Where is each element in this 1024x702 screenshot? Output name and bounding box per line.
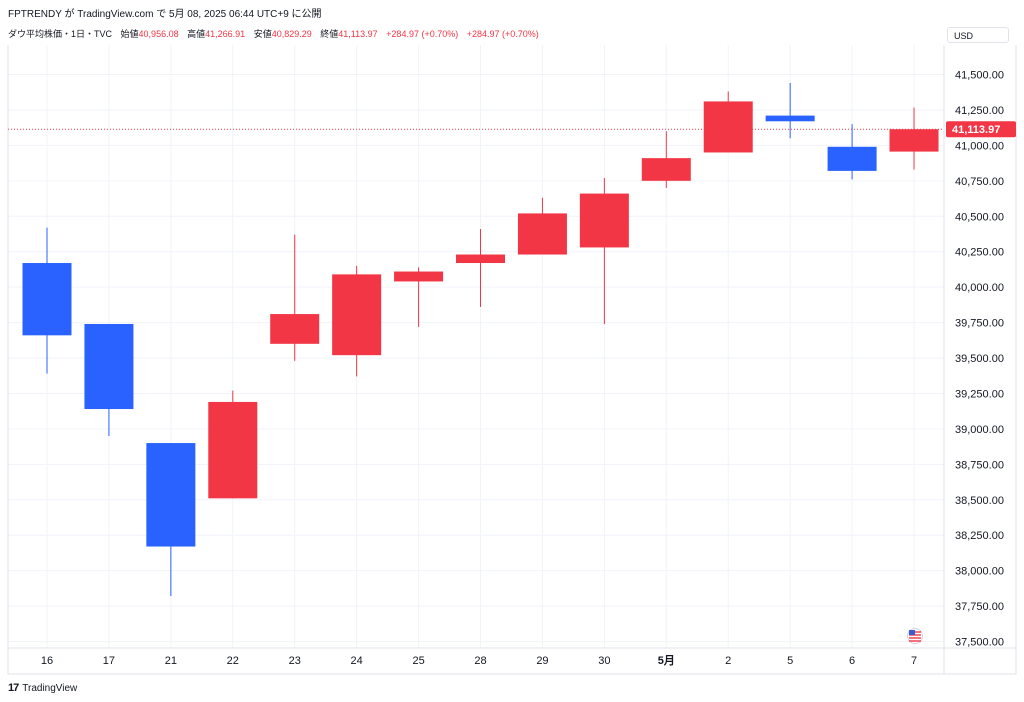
y-tick-label: 38,750.00: [955, 459, 1004, 471]
candle-body: [456, 254, 506, 264]
x-tick-label: 21: [165, 655, 177, 667]
y-tick-label: 37,750.00: [955, 601, 1004, 613]
footer-brand-text: TradingView: [22, 682, 78, 694]
y-tick-label: 40,250.00: [955, 247, 1004, 259]
x-tick-label: 5: [787, 655, 793, 667]
open-label: 始値: [120, 29, 139, 39]
x-tick-label: 24: [351, 655, 363, 667]
tradingview-logo-icon: 17: [8, 682, 19, 694]
x-tick-label: 2: [725, 655, 731, 667]
candle-body: [22, 263, 72, 336]
y-tick-label: 39,750.00: [955, 318, 1004, 330]
candle-body: [270, 314, 320, 344]
change-value-2: +284.97 (+0.70%): [466, 29, 539, 39]
x-tick-label: 28: [474, 655, 486, 667]
x-tick-label: 25: [412, 655, 424, 667]
candle-body: [146, 443, 196, 547]
x-tick-label: 7: [911, 655, 917, 667]
y-tick-label: 38,500.00: [955, 495, 1004, 507]
candle-body: [208, 401, 258, 499]
y-tick-label: 40,500.00: [955, 211, 1004, 223]
x-tick-label: 17: [103, 655, 115, 667]
us-flag-canton: [909, 630, 915, 635]
y-tick-label: 40,750.00: [955, 176, 1004, 188]
ohlc-legend: ダウ平均株価・1日・TVC 始値40,956.08 高値41,266.91 安値…: [8, 27, 539, 40]
candle-body: [84, 323, 134, 410]
y-tick-label: 39,500.00: [955, 353, 1004, 365]
candle-body: [332, 274, 382, 356]
y-tick-label: 41,000.00: [955, 140, 1004, 152]
y-tick-label: 39,000.00: [955, 424, 1004, 436]
candle-body: [641, 158, 691, 181]
close-value: 41,113.97: [338, 29, 378, 39]
x-tick-label: 16: [41, 655, 53, 667]
candle-body: [765, 115, 815, 122]
publish-caption: FPTRENDY が TradingView.com で 5月 08, 2025…: [8, 9, 322, 20]
candle-body: [889, 129, 939, 152]
x-tick-label: 22: [227, 655, 239, 667]
candle-body: [517, 213, 567, 255]
y-tick-label: 39,250.00: [955, 388, 1004, 400]
symbol-label: ダウ平均株価・1日・TVC: [8, 29, 113, 39]
last-price-label: 41,113.97: [952, 124, 1000, 136]
x-tick-label: 5月: [658, 654, 675, 667]
candle-body: [827, 146, 877, 171]
x-tick-label: 23: [289, 655, 301, 667]
footer-branding: 17 TradingView: [8, 682, 77, 694]
candle-body: [579, 193, 629, 248]
close-label: 終値: [320, 29, 339, 39]
x-tick-label: 29: [536, 655, 548, 667]
y-tick-label: 40,000.00: [955, 282, 1004, 294]
x-tick-label: 6: [849, 655, 855, 667]
high-label: 高値: [187, 29, 206, 39]
y-tick-label: 38,250.00: [955, 530, 1004, 542]
low-label: 安値: [253, 29, 272, 39]
candle-body: [394, 271, 444, 282]
high-value: 41,266.91: [205, 29, 246, 39]
y-tick-label: 38,000.00: [955, 566, 1004, 578]
y-tick-label: 41,500.00: [955, 70, 1004, 82]
last-price-badge: [946, 121, 1016, 138]
y-tick-label: 37,500.00: [955, 637, 1004, 649]
x-tick-label: 30: [598, 655, 610, 667]
candle-body: [703, 101, 753, 153]
currency-selector[interactable]: USD: [947, 27, 1009, 43]
change-value: +284.97 (+0.70%): [386, 29, 459, 39]
open-value: 40,956.08: [138, 29, 179, 39]
low-value: 40,829.29: [271, 29, 312, 39]
y-tick-label: 41,250.00: [955, 105, 1004, 117]
